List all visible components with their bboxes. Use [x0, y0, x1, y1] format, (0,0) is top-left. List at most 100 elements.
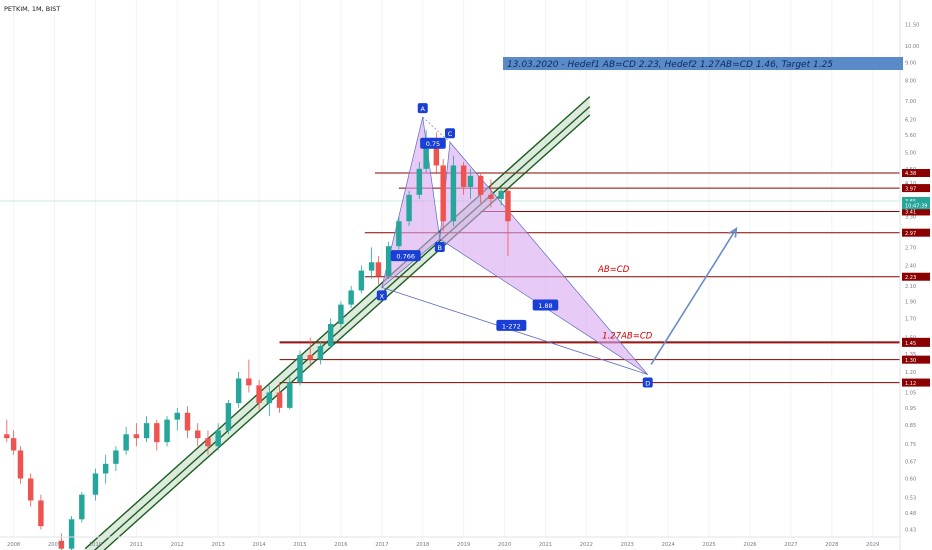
y-tick-label: 3.30: [905, 214, 916, 220]
candle-body: [460, 165, 467, 187]
x-tick-label: 2010: [89, 542, 102, 548]
level-price-tag: 3.41: [905, 210, 916, 216]
pattern-point-d-marker: [642, 377, 653, 388]
grid-layer: [13, 0, 874, 537]
time-axis[interactable]: 2008 2009 2010 2011 2012 2013 2014 2015 2016 2017…: [0, 536, 900, 548]
candle-body: [423, 137, 429, 169]
candle-body: [235, 378, 242, 404]
candle-body: [433, 137, 440, 166]
candle-body: [68, 519, 75, 549]
price-axis[interactable]: 11.5010.009.008.007.006.205.605.004.504.…: [899, 0, 932, 550]
candle-body: [58, 540, 65, 549]
pattern-point-d-label: D: [645, 380, 650, 388]
candle-body: [375, 262, 382, 277]
y-tick-label: 0.48: [905, 511, 916, 517]
y-tick-label: 1.20: [905, 370, 916, 376]
countdown-tag-bg: [902, 201, 930, 210]
x-tick-label: 2025: [702, 542, 715, 548]
candle-body: [174, 412, 180, 420]
candle-body: [327, 323, 334, 347]
candle-body: [307, 355, 313, 360]
x-tick-label: 2017: [375, 542, 388, 548]
candle-body: [256, 385, 262, 404]
candle-body: [416, 168, 423, 195]
pattern-point-b-marker: [434, 242, 445, 253]
ratio-label: 0.766: [396, 253, 415, 261]
x-tick-label: 2026: [743, 542, 756, 548]
x-tick-label: 2020: [498, 542, 511, 548]
ratio-label-box: [420, 137, 446, 149]
candle-body: [123, 434, 129, 451]
ratio-label-box: [496, 319, 527, 331]
level-price-tag-bg: [902, 272, 930, 281]
candle-body: [195, 430, 201, 439]
level-price-tag: 1.12: [905, 381, 916, 387]
candle-body: [246, 378, 252, 386]
candle-body: [498, 190, 504, 199]
y-tick-label: 5.60: [905, 133, 916, 139]
candle-body: [92, 473, 99, 495]
candle-body: [38, 500, 44, 527]
pattern-point-a-label: A: [421, 105, 426, 113]
candle-body: [184, 412, 191, 431]
y-tick-label: 0.60: [905, 476, 916, 482]
candle-body: [225, 403, 232, 431]
x-tick-label: 2013: [212, 542, 225, 548]
y-tick-label: 9.00: [905, 60, 916, 66]
candle-body: [348, 290, 354, 305]
candle-body: [406, 194, 412, 222]
x-tick-label: 2019: [457, 542, 470, 548]
candle-body: [396, 221, 402, 247]
candle-body: [338, 304, 344, 324]
x-tick-label: 2018: [416, 542, 429, 548]
candle-body: [276, 392, 283, 408]
x-tick-label: 2011: [130, 542, 143, 548]
y-tick-label: 8.00: [905, 78, 916, 84]
candle-body: [113, 450, 119, 464]
candle-body: [10, 438, 17, 451]
level-price-tag-bg: [902, 338, 930, 347]
channel-mid-line: [93, 106, 591, 550]
candle-body: [215, 430, 221, 447]
pattern-point-c-label: C: [448, 130, 453, 138]
target-annotation: 1.27AB=CD: [602, 332, 653, 342]
level-price-tag-bg: [902, 184, 930, 193]
level-price-tag: 1.45: [905, 341, 916, 347]
candle-body: [368, 262, 375, 271]
candle-body: [133, 434, 140, 439]
harmonic-xd-line: [381, 287, 648, 375]
banner-box: [503, 57, 903, 70]
level-price-tag-bg: [902, 378, 930, 387]
level-price-tag: 3.97: [905, 186, 916, 192]
candles-layer: [4, 129, 511, 550]
y-tick-label: 1.35: [905, 352, 916, 358]
candle-body: [79, 494, 85, 520]
y-tick-label: 11.50: [905, 23, 919, 29]
x-tick-label: 2015: [293, 542, 306, 548]
x-tick-label: 2021: [539, 542, 552, 548]
y-tick-label: 1.90: [905, 299, 916, 305]
y-tick-label: 6.20: [905, 118, 916, 124]
candle-body: [385, 246, 392, 277]
level-price-tag: 1.30: [905, 358, 916, 364]
y-tick-label: 0.95: [905, 406, 916, 412]
candle-body: [143, 423, 150, 439]
x-tick-label: 2028: [825, 542, 838, 548]
pattern-point-x-label: X: [380, 292, 385, 300]
level-price-tag-bg: [902, 355, 930, 364]
candle-body: [488, 194, 494, 199]
y-tick-label: 1.05: [905, 390, 916, 396]
candle-body: [17, 450, 24, 479]
y-tick-label: 0.67: [905, 460, 916, 466]
y-tick-label: 7.00: [905, 99, 916, 105]
target-annotation: AB=CD: [597, 265, 630, 275]
ratio-label-box: [532, 299, 559, 311]
ratio-label: 1-272: [502, 322, 521, 330]
pattern-point-a-marker: [417, 103, 428, 114]
banner-text: 13.03.2020 - Hedef1 AB=CD 2.23, Hedef2 1…: [507, 60, 833, 70]
pattern-point-x-marker: [376, 290, 387, 301]
candle-body: [205, 438, 211, 447]
current-price-tag-bg: [902, 197, 930, 206]
y-tick-label: 0.43: [905, 528, 916, 534]
